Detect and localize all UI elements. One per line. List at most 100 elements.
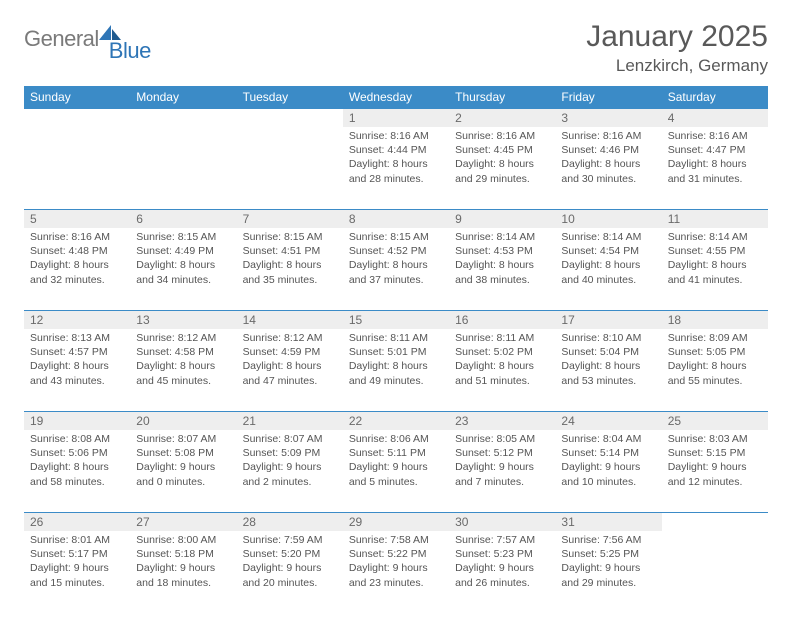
- day-number-cell: 20: [130, 411, 236, 430]
- day-content-row: Sunrise: 8:13 AMSunset: 4:57 PMDaylight:…: [24, 329, 768, 411]
- day-number-cell: 5: [24, 209, 130, 228]
- day-number-cell: 30: [449, 512, 555, 531]
- day-details: Sunrise: 8:11 AMSunset: 5:01 PMDaylight:…: [343, 329, 449, 392]
- day-number-cell: [24, 108, 130, 127]
- day-content-cell: Sunrise: 8:12 AMSunset: 4:59 PMDaylight:…: [237, 329, 343, 411]
- day-content-cell: Sunrise: 8:15 AMSunset: 4:49 PMDaylight:…: [130, 228, 236, 310]
- day-content-cell: Sunrise: 8:15 AMSunset: 4:52 PMDaylight:…: [343, 228, 449, 310]
- day-details: Sunrise: 7:56 AMSunset: 5:25 PMDaylight:…: [555, 531, 661, 594]
- day-number-cell: 22: [343, 411, 449, 430]
- day-details: Sunrise: 8:16 AMSunset: 4:47 PMDaylight:…: [662, 127, 768, 190]
- day-content-cell: Sunrise: 8:06 AMSunset: 5:11 PMDaylight:…: [343, 430, 449, 512]
- day-number-cell: 26: [24, 512, 130, 531]
- weekday-header: Friday: [555, 86, 661, 108]
- day-content-cell: Sunrise: 8:07 AMSunset: 5:08 PMDaylight:…: [130, 430, 236, 512]
- day-details: Sunrise: 8:16 AMSunset: 4:45 PMDaylight:…: [449, 127, 555, 190]
- day-details: Sunrise: 8:10 AMSunset: 5:04 PMDaylight:…: [555, 329, 661, 392]
- day-number-cell: 16: [449, 310, 555, 329]
- day-content-row: Sunrise: 8:16 AMSunset: 4:48 PMDaylight:…: [24, 228, 768, 310]
- day-details: Sunrise: 8:09 AMSunset: 5:05 PMDaylight:…: [662, 329, 768, 392]
- day-content-cell: Sunrise: 8:14 AMSunset: 4:53 PMDaylight:…: [449, 228, 555, 310]
- day-number-cell: [662, 512, 768, 531]
- day-details: Sunrise: 8:16 AMSunset: 4:44 PMDaylight:…: [343, 127, 449, 190]
- day-number-cell: 28: [237, 512, 343, 531]
- day-number-cell: 25: [662, 411, 768, 430]
- day-number-cell: 6: [130, 209, 236, 228]
- day-details: Sunrise: 8:16 AMSunset: 4:46 PMDaylight:…: [555, 127, 661, 190]
- page-title: January 2025: [586, 20, 768, 54]
- day-content-cell: Sunrise: 8:09 AMSunset: 5:05 PMDaylight:…: [662, 329, 768, 411]
- logo-text-blue: Blue: [109, 38, 151, 64]
- day-number-cell: 31: [555, 512, 661, 531]
- day-content-cell: Sunrise: 7:56 AMSunset: 5:25 PMDaylight:…: [555, 531, 661, 613]
- weekday-header-row: Sunday Monday Tuesday Wednesday Thursday…: [24, 86, 768, 108]
- day-number-cell: 2: [449, 108, 555, 127]
- day-number-row: 262728293031: [24, 512, 768, 531]
- day-content-cell: Sunrise: 8:16 AMSunset: 4:44 PMDaylight:…: [343, 127, 449, 209]
- day-content-row: Sunrise: 8:01 AMSunset: 5:17 PMDaylight:…: [24, 531, 768, 613]
- day-content-cell: Sunrise: 8:00 AMSunset: 5:18 PMDaylight:…: [130, 531, 236, 613]
- day-details: Sunrise: 8:12 AMSunset: 4:59 PMDaylight:…: [237, 329, 343, 392]
- day-content-cell: Sunrise: 8:16 AMSunset: 4:45 PMDaylight:…: [449, 127, 555, 209]
- day-details: Sunrise: 8:15 AMSunset: 4:52 PMDaylight:…: [343, 228, 449, 291]
- day-details: Sunrise: 8:07 AMSunset: 5:09 PMDaylight:…: [237, 430, 343, 493]
- day-number-cell: 14: [237, 310, 343, 329]
- day-number-cell: 29: [343, 512, 449, 531]
- day-content-cell: Sunrise: 8:10 AMSunset: 5:04 PMDaylight:…: [555, 329, 661, 411]
- day-content-cell: [24, 127, 130, 209]
- day-details: Sunrise: 7:58 AMSunset: 5:22 PMDaylight:…: [343, 531, 449, 594]
- day-details: Sunrise: 8:14 AMSunset: 4:53 PMDaylight:…: [449, 228, 555, 291]
- day-content-row: Sunrise: 8:08 AMSunset: 5:06 PMDaylight:…: [24, 430, 768, 512]
- weekday-header: Wednesday: [343, 86, 449, 108]
- day-content-cell: [237, 127, 343, 209]
- day-content-cell: Sunrise: 8:08 AMSunset: 5:06 PMDaylight:…: [24, 430, 130, 512]
- day-number-cell: [130, 108, 236, 127]
- day-content-cell: Sunrise: 8:15 AMSunset: 4:51 PMDaylight:…: [237, 228, 343, 310]
- day-content-row: Sunrise: 8:16 AMSunset: 4:44 PMDaylight:…: [24, 127, 768, 209]
- day-details: Sunrise: 7:59 AMSunset: 5:20 PMDaylight:…: [237, 531, 343, 594]
- day-details: Sunrise: 7:57 AMSunset: 5:23 PMDaylight:…: [449, 531, 555, 594]
- day-number-row: 12131415161718: [24, 310, 768, 329]
- day-details: Sunrise: 8:08 AMSunset: 5:06 PMDaylight:…: [24, 430, 130, 493]
- day-content-cell: Sunrise: 8:11 AMSunset: 5:01 PMDaylight:…: [343, 329, 449, 411]
- day-number-cell: 13: [130, 310, 236, 329]
- day-number-cell: 8: [343, 209, 449, 228]
- day-number-cell: 17: [555, 310, 661, 329]
- weekday-header: Saturday: [662, 86, 768, 108]
- day-number-cell: 9: [449, 209, 555, 228]
- logo: General Blue: [24, 20, 151, 52]
- day-details: Sunrise: 8:14 AMSunset: 4:55 PMDaylight:…: [662, 228, 768, 291]
- day-content-cell: Sunrise: 8:11 AMSunset: 5:02 PMDaylight:…: [449, 329, 555, 411]
- day-number-row: 1234: [24, 108, 768, 127]
- day-number-cell: 18: [662, 310, 768, 329]
- day-content-cell: [130, 127, 236, 209]
- day-number-cell: [237, 108, 343, 127]
- day-number-row: 19202122232425: [24, 411, 768, 430]
- day-details: Sunrise: 8:15 AMSunset: 4:51 PMDaylight:…: [237, 228, 343, 291]
- weekday-header: Thursday: [449, 86, 555, 108]
- day-details: Sunrise: 8:00 AMSunset: 5:18 PMDaylight:…: [130, 531, 236, 594]
- day-number-cell: 12: [24, 310, 130, 329]
- day-number-row: 567891011: [24, 209, 768, 228]
- day-content-cell: Sunrise: 8:05 AMSunset: 5:12 PMDaylight:…: [449, 430, 555, 512]
- day-number-cell: 1: [343, 108, 449, 127]
- day-content-cell: Sunrise: 8:12 AMSunset: 4:58 PMDaylight:…: [130, 329, 236, 411]
- header: General Blue January 2025 Lenzkirch, Ger…: [24, 20, 768, 76]
- day-number-cell: 11: [662, 209, 768, 228]
- day-number-cell: 7: [237, 209, 343, 228]
- logo-text-general: General: [24, 26, 99, 52]
- day-content-cell: Sunrise: 8:14 AMSunset: 4:54 PMDaylight:…: [555, 228, 661, 310]
- weekday-header: Sunday: [24, 86, 130, 108]
- weekday-header: Monday: [130, 86, 236, 108]
- day-content-cell: Sunrise: 8:14 AMSunset: 4:55 PMDaylight:…: [662, 228, 768, 310]
- day-details: Sunrise: 8:05 AMSunset: 5:12 PMDaylight:…: [449, 430, 555, 493]
- title-block: January 2025 Lenzkirch, Germany: [586, 20, 768, 76]
- day-number-cell: 24: [555, 411, 661, 430]
- day-details: Sunrise: 8:07 AMSunset: 5:08 PMDaylight:…: [130, 430, 236, 493]
- day-content-cell: Sunrise: 7:57 AMSunset: 5:23 PMDaylight:…: [449, 531, 555, 613]
- day-number-cell: 4: [662, 108, 768, 127]
- weekday-header: Tuesday: [237, 86, 343, 108]
- day-number-cell: 27: [130, 512, 236, 531]
- day-number-cell: 3: [555, 108, 661, 127]
- day-content-cell: [662, 531, 768, 613]
